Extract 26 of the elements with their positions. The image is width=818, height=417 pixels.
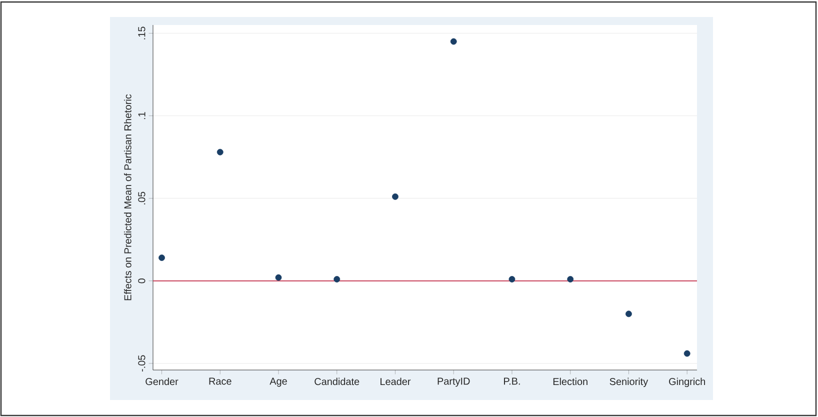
y-axis-title: Effects on Predicted Mean of Partisan Rhetoric	[124, 94, 132, 300]
point	[567, 276, 574, 282]
point	[216, 148, 224, 156]
point	[275, 274, 282, 281]
x-tick-label: Election	[553, 378, 588, 386]
y-tick-label: .05	[138, 192, 146, 204]
point	[158, 254, 165, 261]
point	[508, 276, 516, 282]
point	[684, 350, 690, 357]
point	[626, 310, 632, 318]
point	[392, 193, 398, 200]
point	[450, 38, 457, 45]
y-tick-label: -.05	[138, 355, 146, 372]
x-tick-label: Seniority	[610, 378, 648, 388]
point	[334, 276, 340, 282]
x-tick-label: Gingrich	[669, 378, 705, 388]
x-tick-label: Leader	[380, 378, 411, 386]
y-tick-label: 0	[138, 278, 146, 284]
x-tick-label: Race	[209, 378, 232, 385]
y-tick-label: .15	[138, 26, 146, 40]
x-tick-label: PartyID	[438, 378, 470, 387]
x-tick-label: Gender	[146, 378, 178, 386]
x-tick-label: Age	[270, 378, 287, 387]
y-tick-label: .1	[138, 112, 146, 120]
x-tick-label: Candidate	[314, 378, 360, 386]
x-tick-label: P.B.	[504, 378, 520, 385]
